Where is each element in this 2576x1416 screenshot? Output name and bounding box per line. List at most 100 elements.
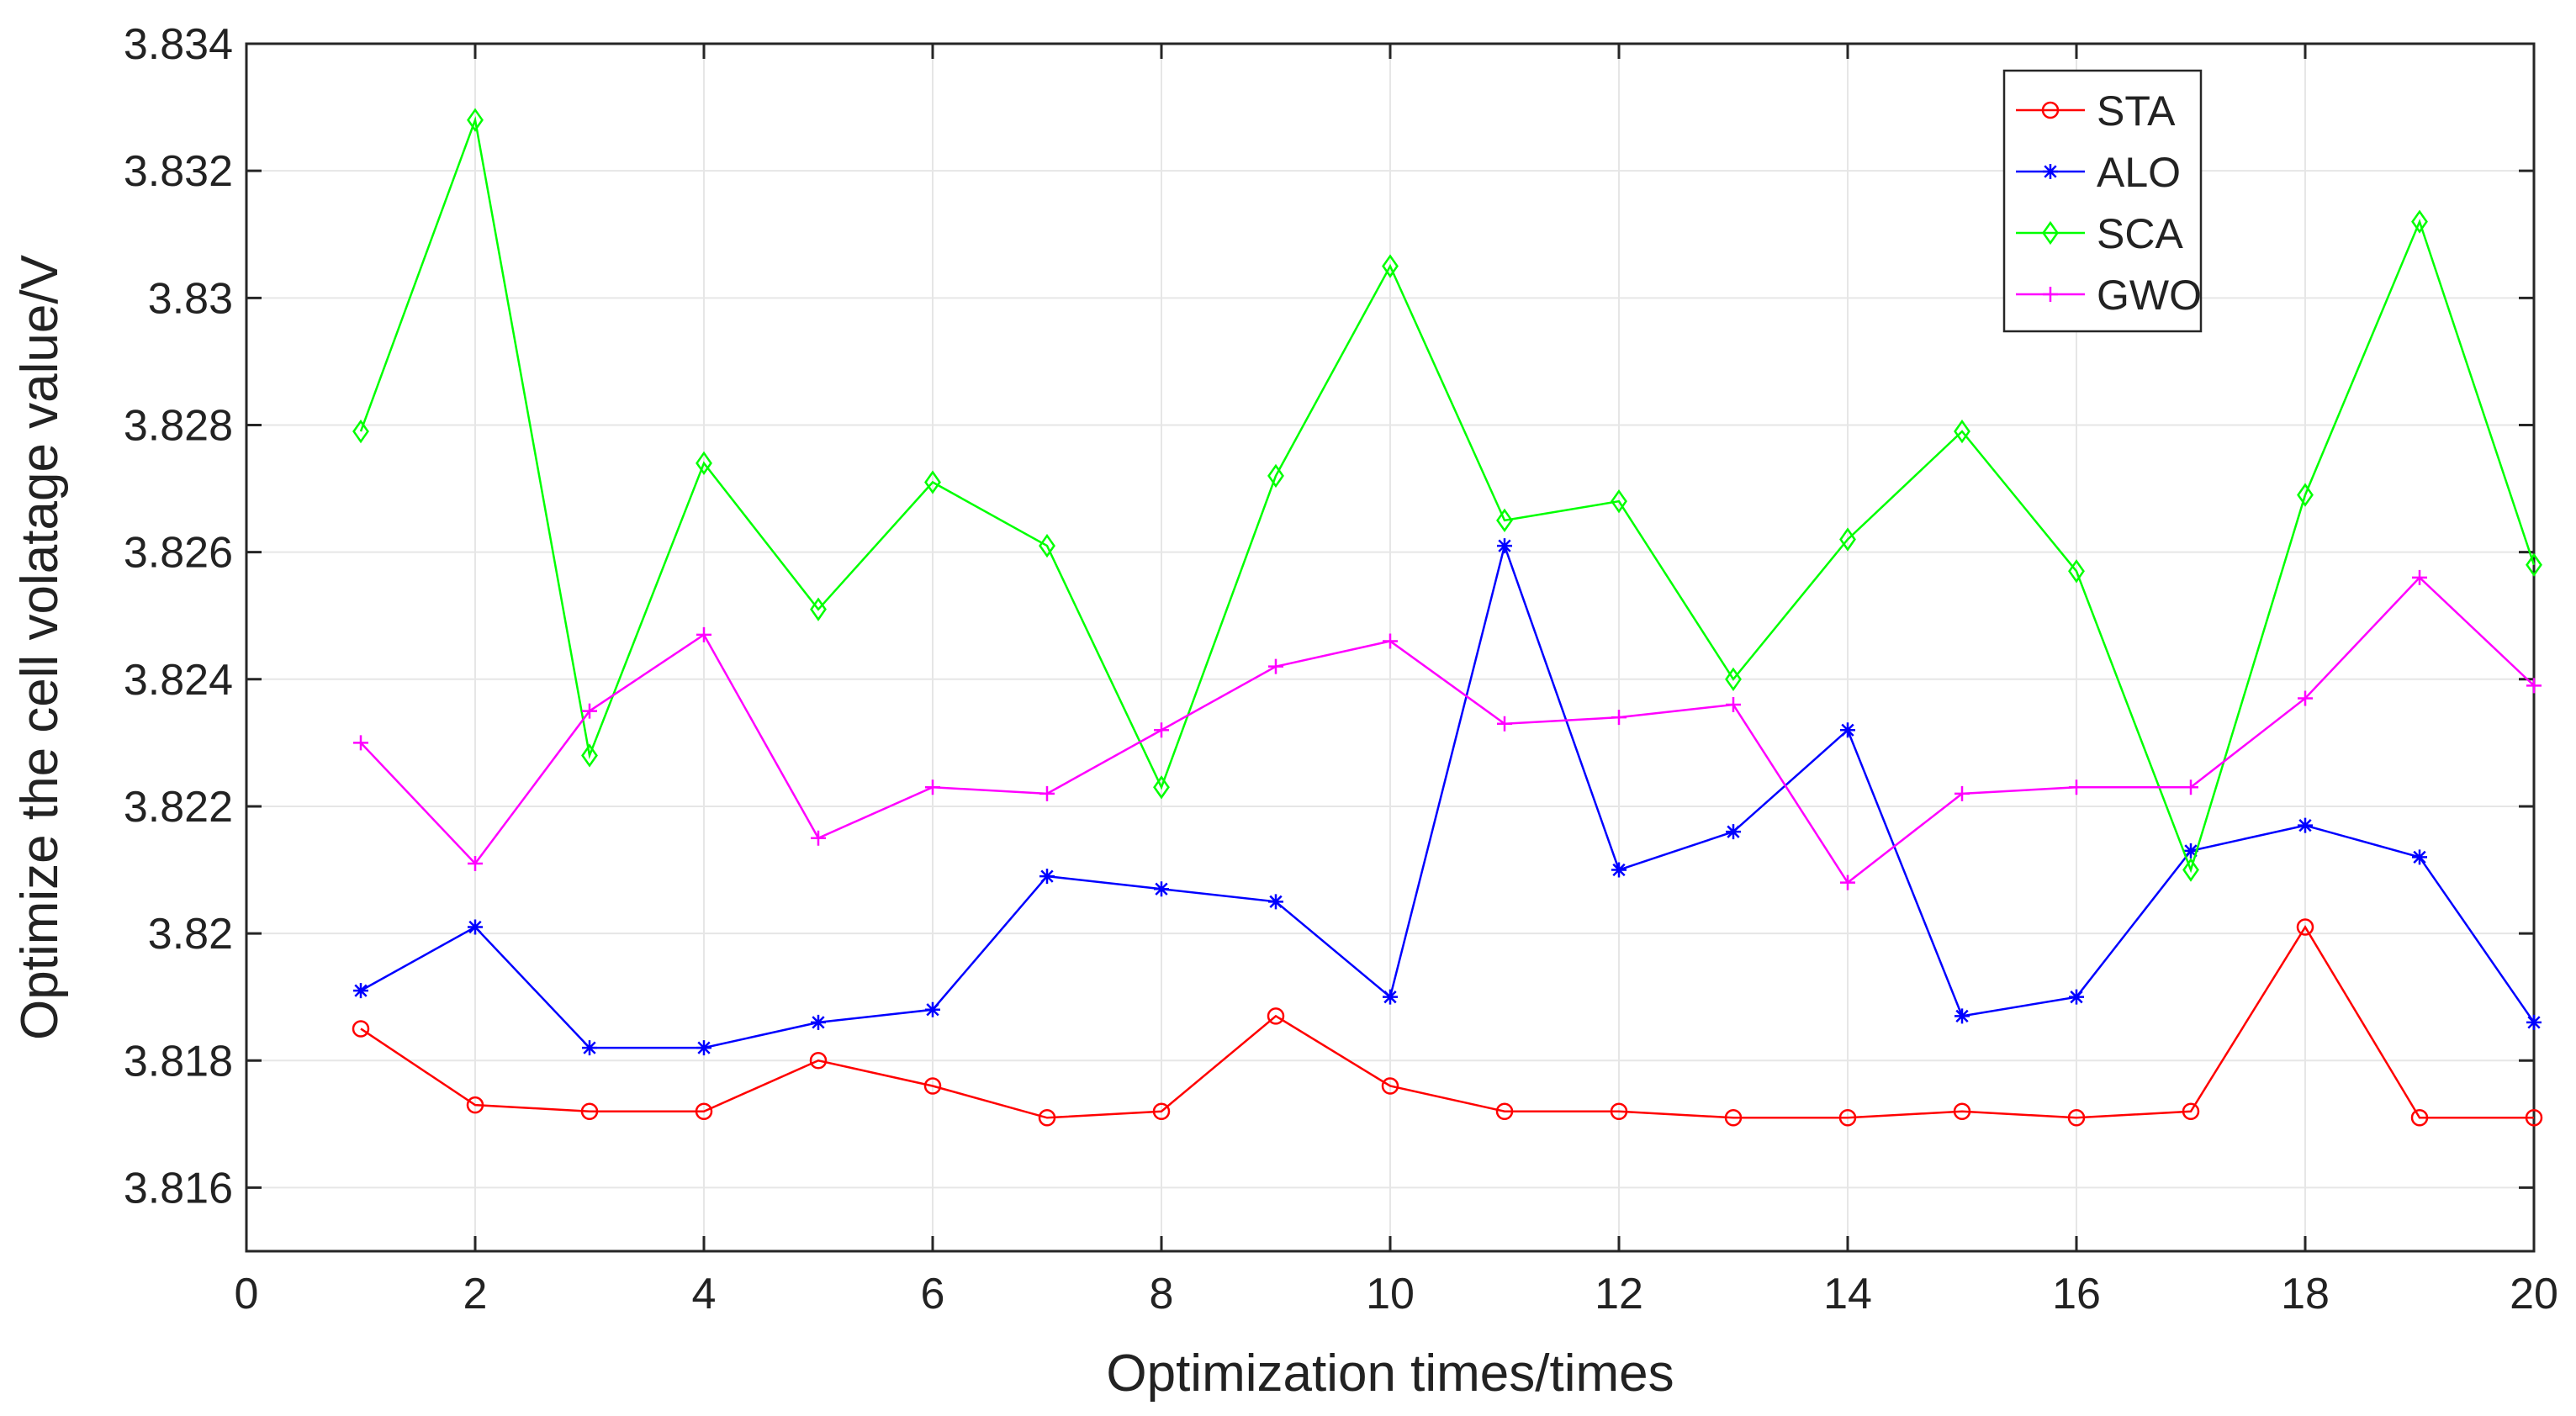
- legend-item-gwo: GWO: [2016, 272, 2202, 319]
- data-point-sca: [1496, 508, 1513, 533]
- data-point-sca: [1725, 667, 1742, 691]
- legend-item-sta: STA: [2016, 87, 2176, 135]
- data-point-sca: [2526, 552, 2542, 577]
- data-point-sta: [1495, 1102, 1514, 1120]
- data-point-alo: [1840, 722, 1855, 738]
- x-tick-label: 18: [2281, 1270, 2330, 1318]
- data-point-gwo: [811, 830, 826, 846]
- data-point-alo: [2069, 989, 2084, 1005]
- data-point-sta: [2296, 918, 2314, 936]
- data-point-alo: [1268, 894, 1283, 910]
- y-tick-label: 3.822: [124, 783, 233, 832]
- data-point-alo: [1611, 862, 1627, 878]
- data-point-sca: [581, 743, 598, 768]
- data-point-alo: [1726, 824, 1741, 840]
- data-point-sca: [2068, 559, 2085, 584]
- legend-label-sca: SCA: [2097, 210, 2183, 257]
- data-point-alo: [1383, 989, 1398, 1005]
- data-point-sca: [1382, 254, 1399, 278]
- data-point-sta: [695, 1102, 713, 1120]
- series-gwo: [353, 569, 2542, 890]
- legend-item-alo: ALO: [2016, 149, 2181, 196]
- data-point-sca: [1153, 775, 1170, 800]
- legend-marker-gwo: [2043, 287, 2058, 302]
- data-point-alo: [1039, 869, 1055, 885]
- data-point-sta: [580, 1102, 599, 1120]
- y-tick-label: 3.816: [124, 1164, 233, 1213]
- series-line-sta: [360, 925, 2534, 1119]
- data-point-sta: [1724, 1109, 1743, 1127]
- x-tick-label: 16: [2052, 1270, 2101, 1318]
- x-tick-label: 12: [1595, 1270, 1643, 1318]
- data-point-gwo: [353, 735, 368, 751]
- data-point-sca: [1611, 489, 1627, 514]
- legend-label-alo: ALO: [2097, 149, 2181, 196]
- data-point-gwo: [468, 855, 483, 871]
- y-tick-label: 3.832: [124, 147, 233, 196]
- legend-marker-sta: [2041, 101, 2060, 119]
- data-point-alo: [468, 919, 483, 935]
- data-point-gwo: [2298, 690, 2313, 706]
- data-point-sta: [809, 1052, 828, 1070]
- x-tick-label: 14: [1823, 1270, 1872, 1318]
- data-point-alo: [2298, 817, 2313, 833]
- legend-item-sca: SCA: [2016, 210, 2183, 257]
- data-point-alo: [2183, 843, 2198, 859]
- data-point-gwo: [1039, 785, 1055, 801]
- x-tick-label: 2: [463, 1270, 488, 1318]
- data-point-gwo: [1154, 722, 1169, 738]
- legend: STA ALO SCA GWO: [2002, 69, 2203, 333]
- data-point-sta: [1038, 1109, 1056, 1127]
- data-point-alo: [1954, 1008, 1970, 1024]
- series-line-sca: [359, 115, 2536, 874]
- data-point-alo: [353, 983, 368, 999]
- y-tick-label: 3.818: [124, 1037, 233, 1086]
- data-point-sca: [352, 419, 369, 444]
- y-tick-label: 3.826: [124, 529, 233, 578]
- series-layer: [352, 108, 2543, 1127]
- data-point-sta: [2410, 1109, 2429, 1127]
- data-point-sta: [2067, 1109, 2086, 1127]
- data-point-gwo: [925, 779, 940, 795]
- data-point-alo: [925, 1001, 940, 1017]
- data-point-sta: [1267, 1007, 1285, 1025]
- data-point-sca: [2182, 858, 2199, 882]
- axis-ticks: 0 2 4 6 8 10 12 14 16 18 20 3.816 3.818 3.82 3.822 3.82…: [124, 20, 2558, 1318]
- data-point-gwo: [1726, 697, 1741, 713]
- data-point-sta: [923, 1077, 942, 1095]
- data-point-sca: [2297, 483, 2314, 507]
- series-line-alo: [360, 542, 2536, 1049]
- series-line-gwo: [360, 576, 2535, 885]
- data-point-gwo: [2526, 678, 2542, 694]
- legend-label-sta: STA: [2097, 87, 2176, 135]
- data-point-gwo: [1954, 785, 1970, 801]
- x-tick-label: 4: [692, 1270, 717, 1318]
- data-point-sta: [1381, 1077, 1399, 1095]
- data-point-sca: [1267, 463, 1284, 489]
- series-alo: [353, 538, 2542, 1056]
- data-point-gwo: [1268, 658, 1283, 674]
- data-point-gwo: [2069, 779, 2084, 795]
- data-point-sca: [810, 597, 827, 621]
- data-point-gwo: [2412, 569, 2427, 585]
- legend-box: [2002, 69, 2203, 333]
- data-point-sta: [1152, 1102, 1171, 1120]
- data-point-sta: [1610, 1102, 1628, 1120]
- data-point-gwo: [1611, 710, 1627, 726]
- y-tick-label: 3.828: [124, 401, 233, 450]
- legend-label-gwo: GWO: [2097, 272, 2202, 319]
- data-point-sta: [1838, 1109, 1857, 1127]
- data-point-sta: [2182, 1102, 2200, 1120]
- y-tick-label: 3.834: [124, 20, 233, 69]
- x-tick-label: 6: [921, 1270, 945, 1318]
- series-sca: [352, 108, 2542, 882]
- data-point-sca: [467, 108, 484, 132]
- data-point-sca: [1954, 419, 1970, 444]
- data-point-sca: [924, 470, 941, 494]
- data-point-sca: [2411, 209, 2428, 234]
- data-point-alo: [1154, 881, 1169, 897]
- y-tick-label: 3.82: [148, 910, 233, 959]
- y-tick-label: 3.824: [124, 656, 233, 705]
- data-point-gwo: [1840, 874, 1855, 890]
